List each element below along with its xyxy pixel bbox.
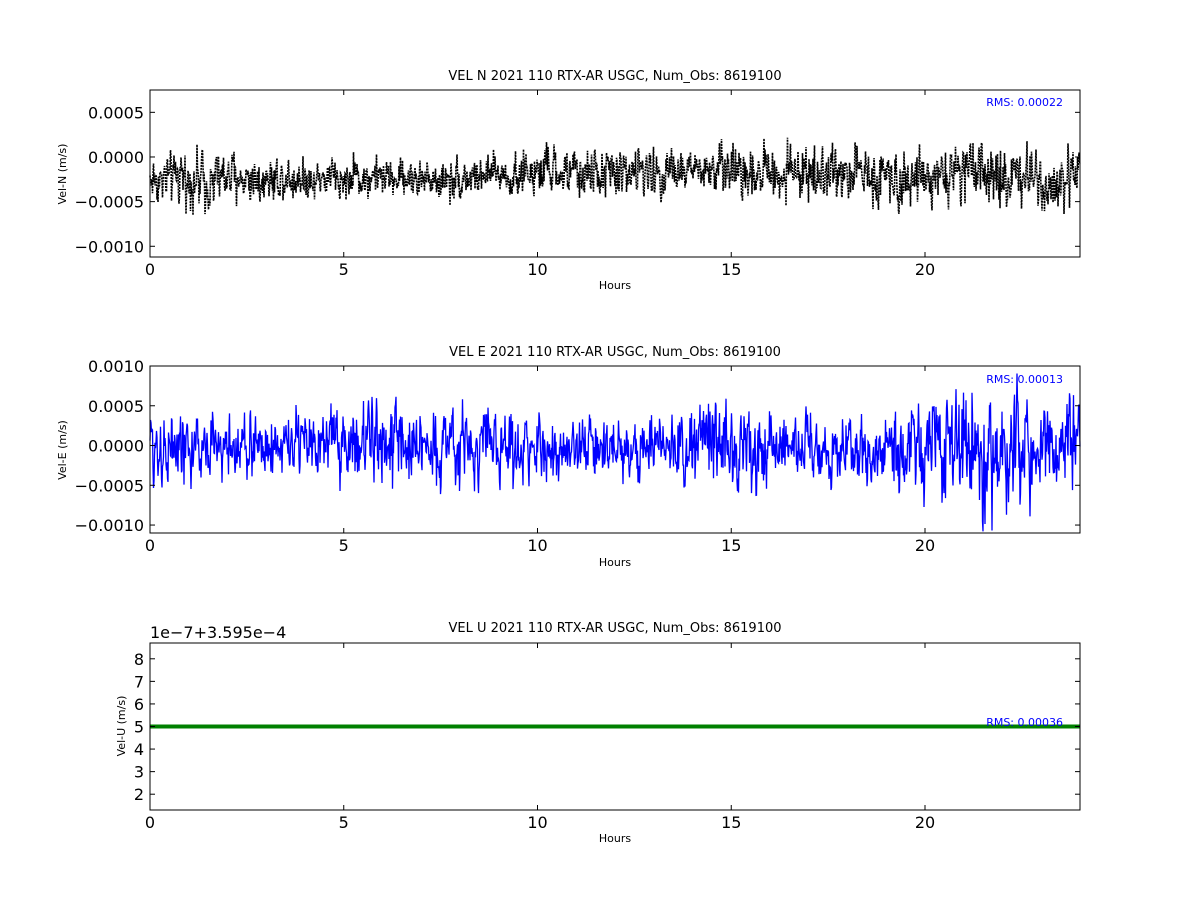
panel-vel-u: 1e−7+3.595e−4 VEL U 2021 110 RTX-AR USGC… xyxy=(115,621,1081,845)
series-line xyxy=(149,373,1081,532)
x-tick-label: 15 xyxy=(721,260,741,279)
series-line xyxy=(149,137,1081,216)
y-tick-label: 3 xyxy=(134,763,144,782)
y-tick-label: 0.0005 xyxy=(88,103,144,122)
x-tick-label: 20 xyxy=(915,260,935,279)
x-axis-label: Hours xyxy=(599,556,631,569)
series-marks xyxy=(149,373,1081,532)
plot-frame xyxy=(149,89,1081,258)
plot-frame xyxy=(149,365,1081,534)
y-tick-label: 2 xyxy=(134,785,144,804)
x-tick-label: 5 xyxy=(339,536,349,555)
y-tick-label: 0.0000 xyxy=(88,148,144,167)
y-tick-label: 0.0000 xyxy=(88,437,144,456)
y-axis-label: Vel-N (m/s) xyxy=(56,144,69,205)
y-tick-label: 4 xyxy=(134,740,144,759)
y-tick-label: −0.0010 xyxy=(75,516,144,535)
x-tick-label: 0 xyxy=(145,260,155,279)
x-tick-label: 0 xyxy=(145,536,155,555)
x-tick-label: 15 xyxy=(721,536,741,555)
y-tick-label: −0.0005 xyxy=(75,193,144,212)
rms-label: RMS: 0.00022 xyxy=(986,96,1063,109)
x-axis-label: Hours xyxy=(599,279,631,292)
rms-label: RMS: 0.00036 xyxy=(986,716,1063,729)
y-offset-label: 1e−7+3.595e−4 xyxy=(150,623,286,642)
y-tick-label: 0.0005 xyxy=(88,397,144,416)
y-tick-label: 6 xyxy=(134,695,144,714)
chart-title: VEL E 2021 110 RTX-AR USGC, Num_Obs: 861… xyxy=(449,345,781,360)
x-tick-label: 20 xyxy=(915,813,935,832)
axis-ticks: 0 5 10 15 20 2 3 4 5 6 7 8 xyxy=(134,643,1080,832)
chart-title: VEL U 2021 110 RTX-AR USGC, Num_Obs: 861… xyxy=(448,621,781,636)
x-tick-label: 10 xyxy=(527,536,547,555)
x-tick-label: 5 xyxy=(339,813,349,832)
x-tick-label: 10 xyxy=(527,260,547,279)
x-tick-label: 0 xyxy=(145,813,155,832)
y-tick-label: 0.0010 xyxy=(88,357,144,376)
y-tick-label: −0.0010 xyxy=(75,237,144,256)
x-tick-label: 10 xyxy=(527,813,547,832)
x-tick-label: 15 xyxy=(721,813,741,832)
rms-label: RMS: 0.00013 xyxy=(986,373,1063,386)
plot-frame xyxy=(149,642,1081,811)
axis-ticks: 0 5 10 15 20 −0.0010 −0.0005 0.0000 0.0005 xyxy=(75,90,1080,279)
panel-vel-e: VEL E 2021 110 RTX-AR USGC, Num_Obs: 861… xyxy=(56,345,1081,569)
x-tick-label: 20 xyxy=(915,536,935,555)
chart-title: VEL N 2021 110 RTX-AR USGC, Num_Obs: 861… xyxy=(448,69,781,84)
panel-vel-n: VEL N 2021 110 RTX-AR USGC, Num_Obs: 861… xyxy=(56,69,1081,292)
y-tick-label: 8 xyxy=(134,650,144,669)
y-axis-label: Vel-U (m/s) xyxy=(115,696,128,757)
series-marks xyxy=(149,137,1081,216)
x-axis-label: Hours xyxy=(599,832,631,845)
axis-ticks: 0 5 10 15 20 −0.0010 −0.0005 0.0000 0.0005 0.0010 xyxy=(75,357,1080,555)
y-tick-label: 7 xyxy=(134,672,144,691)
x-tick-label: 5 xyxy=(339,260,349,279)
y-tick-label: 5 xyxy=(134,718,144,737)
y-tick-label: −0.0005 xyxy=(75,476,144,495)
y-axis-label: Vel-E (m/s) xyxy=(56,420,69,480)
